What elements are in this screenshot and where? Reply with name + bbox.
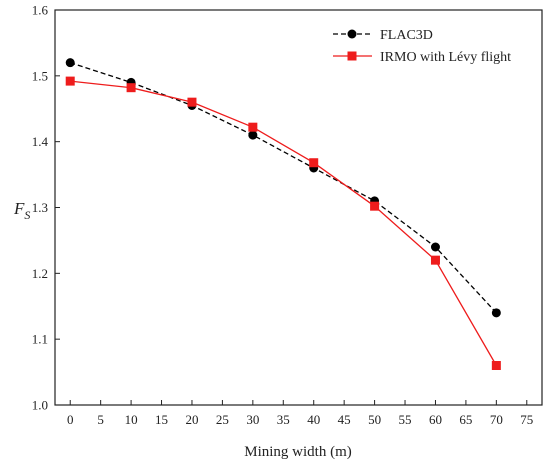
x-tick-label: 60 xyxy=(429,412,442,427)
x-tick-label: 50 xyxy=(368,412,381,427)
x-axis-label: Mining width (m) xyxy=(244,444,352,460)
legend-label-irmo: IRMO with Lévy flight xyxy=(380,50,511,65)
x-tick-label: 5 xyxy=(97,412,104,427)
series-layer xyxy=(65,58,501,370)
x-tick-label: 35 xyxy=(277,412,290,427)
x-tick-label: 55 xyxy=(399,412,412,427)
y-tick-label: 1.4 xyxy=(32,134,49,149)
data-point-irmo xyxy=(65,76,75,86)
x-tick-label: 65 xyxy=(459,412,472,427)
legend-marker-irmo xyxy=(347,51,357,61)
x-tick-label: 10 xyxy=(125,412,138,427)
x-tick-label: 20 xyxy=(185,412,198,427)
y-axis-ticks: 1.0 1.1 1.2 1.3 1.4 1.5 1.6 xyxy=(32,3,60,413)
x-tick-label: 75 xyxy=(520,412,533,427)
y-tick-label: 1.2 xyxy=(32,266,48,281)
plot-frame xyxy=(54,9,543,406)
legend-marker-flac3d xyxy=(347,29,357,39)
y-tick-label: 1.6 xyxy=(32,3,49,18)
data-point-flac3d xyxy=(491,308,501,318)
x-tick-label: 25 xyxy=(216,412,229,427)
data-point-irmo xyxy=(430,255,440,265)
data-point-irmo xyxy=(187,97,197,107)
x-axis-ticks: 0 5 10 15 20 25 30 35 40 45 50 55 60 65 70 75 xyxy=(67,400,533,427)
y-tick-label: 1.5 xyxy=(32,68,48,83)
x-tick-label: 45 xyxy=(338,412,351,427)
x-tick-label: 40 xyxy=(307,412,320,427)
data-point-flac3d xyxy=(65,58,75,68)
series-line-flac3d xyxy=(70,62,497,314)
data-point-irmo xyxy=(370,201,380,211)
data-point-irmo xyxy=(248,122,258,132)
x-tick-label: 30 xyxy=(246,412,259,427)
data-point-flac3d xyxy=(430,242,440,252)
data-point-flac3d xyxy=(248,130,258,140)
y-tick-label: 1.0 xyxy=(32,398,48,413)
y-axis-label: FS xyxy=(13,199,30,222)
legend: FLAC3D IRMO with Lévy flight xyxy=(333,28,511,65)
x-tick-label: 70 xyxy=(490,412,503,427)
y-tick-label: 1.1 xyxy=(32,332,48,347)
data-point-irmo xyxy=(309,158,319,168)
x-tick-label: 0 xyxy=(67,412,74,427)
y-axis-label-main: F xyxy=(13,199,25,218)
data-point-irmo xyxy=(126,83,136,93)
y-tick-label: 1.3 xyxy=(32,200,48,215)
x-tick-label: 15 xyxy=(155,412,168,427)
data-point-irmo xyxy=(491,361,501,370)
legend-label-flac3d: FLAC3D xyxy=(380,28,433,43)
series-line-irmo xyxy=(70,80,497,366)
y-axis-label-subscript: S xyxy=(24,208,30,222)
